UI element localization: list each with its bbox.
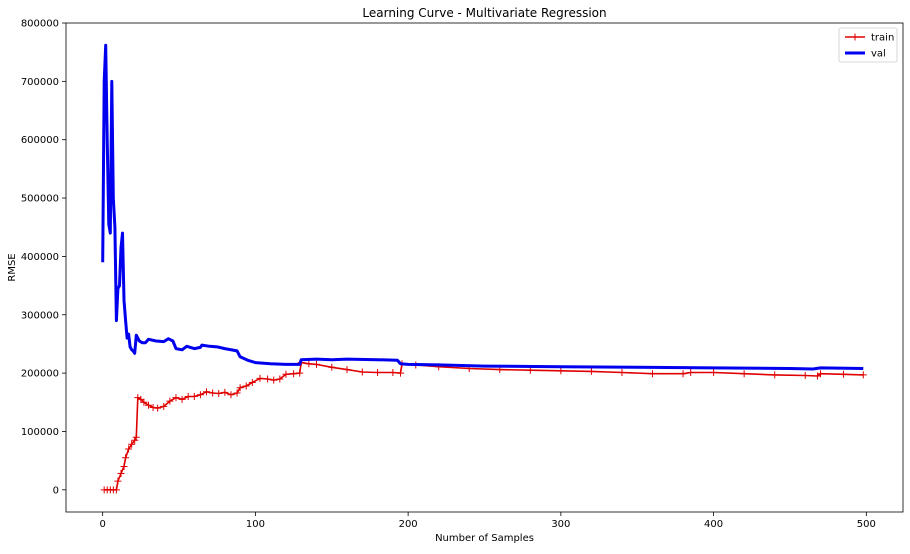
data-point-train [137, 395, 145, 403]
x-tick-label: 300 [551, 519, 570, 530]
data-point-train [374, 369, 382, 377]
x-tick-label: 0 [99, 519, 105, 530]
data-point-train [134, 394, 142, 402]
x-tick-label: 400 [704, 519, 723, 530]
data-point-train [801, 371, 809, 379]
data-point-train [125, 445, 133, 453]
y-tick-label: 0 [53, 485, 59, 496]
data-point-train [149, 404, 157, 412]
data-point-train [270, 376, 278, 384]
y-tick-label: 200000 [21, 369, 59, 380]
x-tick-label: 200 [399, 519, 418, 530]
y-tick-label: 600000 [21, 135, 59, 146]
data-point-train [242, 382, 250, 390]
data-point-train [687, 369, 695, 377]
y-tick-label: 100000 [21, 427, 59, 438]
data-point-train [328, 363, 336, 371]
series-line-val [101, 43, 864, 371]
data-point-train [358, 368, 366, 376]
data-point-train [839, 370, 847, 378]
data-point-train [140, 398, 148, 406]
data-point-train [203, 388, 211, 396]
data-point-train [221, 388, 229, 396]
data-point-train [396, 369, 404, 377]
data-point-train [154, 404, 162, 412]
legend-label-val: val [871, 49, 886, 60]
data-point-train [649, 370, 657, 378]
data-point-train [587, 367, 595, 375]
y-tick-label: 700000 [21, 77, 59, 88]
plot-area [65, 22, 904, 513]
data-point-train [233, 389, 241, 397]
data-point-train [196, 391, 204, 399]
data-point-train [740, 370, 748, 378]
legend-label-train: train [871, 33, 894, 44]
data-point-train [679, 370, 687, 378]
data-point-train [122, 454, 130, 462]
data-point-train [128, 440, 136, 448]
data-point-train [256, 374, 264, 382]
x-axis-ticks: 0 100 200 300 400 500 [99, 512, 876, 530]
legend-marker-train [851, 33, 859, 41]
data-point-train [215, 390, 223, 398]
data-point-train [178, 395, 186, 403]
data-point-train [305, 360, 313, 368]
data-point-train [236, 384, 244, 392]
y-tick-label: 400000 [21, 252, 59, 263]
data-point-train [264, 375, 272, 383]
series-layer [100, 43, 867, 494]
data-point-train [389, 369, 397, 377]
data-point-train [209, 389, 217, 397]
y-axis-label: RMSE [7, 253, 18, 281]
data-point-train [190, 392, 198, 400]
data-point-train [343, 366, 351, 374]
data-point-train [290, 370, 298, 378]
data-point-train [112, 486, 120, 494]
data-point-train [771, 371, 779, 379]
y-tick-label: 300000 [21, 310, 59, 321]
data-point-train [710, 369, 718, 377]
data-point-train [172, 394, 180, 402]
data-point-train [859, 371, 867, 379]
chart-title: Learning Curve - Multivariate Regression [362, 6, 606, 20]
legend: train val [838, 27, 898, 63]
data-point-train [131, 436, 139, 444]
data-point-train [282, 370, 290, 378]
data-point-train [120, 462, 128, 470]
data-point-train [144, 401, 152, 409]
data-point-train [184, 392, 192, 400]
data-point-train [227, 391, 235, 399]
data-point-train [296, 369, 304, 377]
data-point-train [160, 402, 168, 410]
data-point-train [132, 433, 140, 441]
x-tick-label: 100 [246, 519, 265, 530]
data-point-train [312, 360, 320, 368]
data-point-train [618, 369, 626, 377]
x-tick-label: 500 [857, 519, 876, 530]
data-point-train [166, 397, 174, 405]
x-axis-label: Number of Samples [435, 533, 534, 544]
data-point-train [557, 367, 565, 375]
data-point-train [276, 375, 284, 383]
data-point-train [114, 477, 122, 485]
data-point-train [817, 370, 825, 378]
series-line-train [104, 361, 864, 491]
y-axis-ticks: 0 100000 200000 300000 400000 500000 600000 700… [21, 19, 66, 496]
data-point-train [248, 378, 256, 386]
y-tick-label: 500000 [21, 194, 59, 205]
y-tick-label: 800000 [21, 19, 59, 30]
data-point-train [117, 469, 125, 477]
